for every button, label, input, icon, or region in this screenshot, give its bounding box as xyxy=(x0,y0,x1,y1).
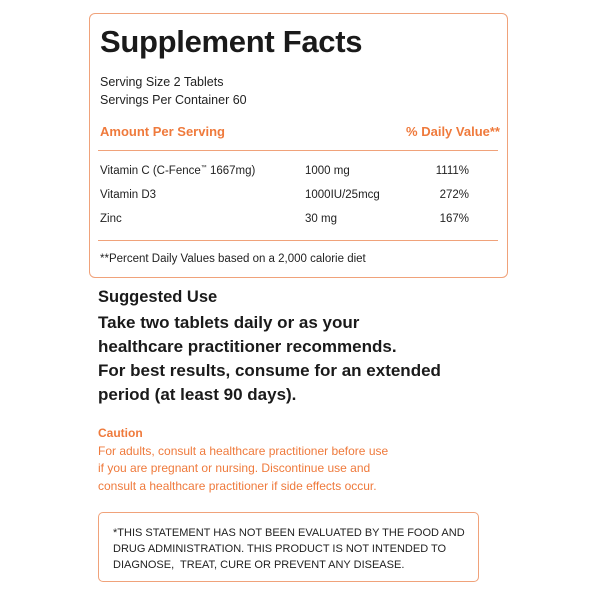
amount-header: Amount Per Serving xyxy=(100,124,225,139)
caution-line: if you are pregnant or nursing. Disconti… xyxy=(98,461,371,475)
nutrient-name: Vitamin C (C-Fence™ 1667mg) xyxy=(100,165,256,177)
nutrient-dv: 1111% xyxy=(435,165,469,177)
disclaimer-line: DIAGNOSE, TREAT, CURE OR PREVENT ANY DIS… xyxy=(113,559,405,571)
supplement-facts-panel xyxy=(89,13,508,278)
caution-line: consult a healthcare practitioner if sid… xyxy=(98,479,377,493)
servings-per-container: Servings Per Container 60 xyxy=(100,93,247,107)
nutrient-dv: 167% xyxy=(439,213,469,225)
nutrient-dv: 272% xyxy=(439,189,469,201)
panel-title: Supplement Facts xyxy=(100,24,363,59)
caution-heading: Caution xyxy=(98,426,143,440)
divider xyxy=(98,150,498,151)
daily-value-header: % Daily Value** xyxy=(406,124,500,139)
disclaimer-box xyxy=(98,512,479,582)
suggested-use-line: healthcare practitioner recommends. xyxy=(98,337,397,356)
suggested-use-line: period (at least 90 days). xyxy=(98,385,297,404)
nutrient-name: Zinc xyxy=(100,213,122,225)
nutrient-amount: 1000IU/25mcg xyxy=(305,189,380,201)
nutrient-name: Vitamin D3 xyxy=(100,189,157,201)
caution-line: For adults, consult a healthcare practit… xyxy=(98,444,389,458)
suggested-use-heading: Suggested Use xyxy=(98,288,218,306)
suggested-use-line: Take two tablets daily or as your xyxy=(98,313,360,332)
disclaimer-line: *THIS STATEMENT HAS NOT BEEN EVALUATED B… xyxy=(113,527,465,539)
footnote: **Percent Daily Values based on a 2,000 … xyxy=(100,253,366,265)
divider xyxy=(98,240,498,241)
nutrient-amount: 1000 mg xyxy=(305,165,350,177)
suggested-use-line: For best results, consume for an extende… xyxy=(98,361,441,380)
nutrient-amount: 30 mg xyxy=(305,213,337,225)
serving-size: Serving Size 2 Tablets xyxy=(100,75,224,89)
disclaimer-line: DRUG ADMINISTRATION. THIS PRODUCT IS NOT… xyxy=(113,543,447,555)
